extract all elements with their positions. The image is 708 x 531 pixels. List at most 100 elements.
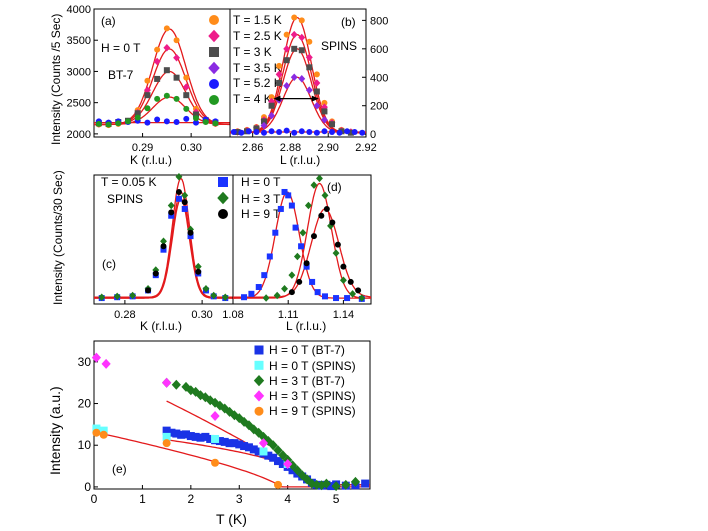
legend-marker: [209, 95, 219, 105]
data-point: [143, 86, 151, 94]
data-point: [162, 432, 171, 441]
data-point: [183, 115, 190, 122]
data-point: [298, 243, 305, 250]
x-tick-label: 2.90: [318, 142, 339, 154]
annotation-instrument-b: SPINS: [321, 39, 357, 53]
data-point: [238, 129, 245, 136]
data-point: [277, 205, 284, 212]
legend-b-item: T = 3.5 K: [233, 61, 282, 75]
data-point: [288, 289, 295, 296]
legend-marker: [208, 29, 220, 43]
data-point: [307, 478, 317, 489]
data-point: [313, 129, 320, 136]
data-point: [254, 447, 263, 456]
data-point: [163, 118, 170, 125]
data-point: [248, 290, 255, 297]
data-point: [173, 74, 180, 81]
data-point: [298, 17, 305, 24]
data-point: [268, 102, 275, 109]
data-point: [341, 479, 351, 490]
data-point: [191, 432, 200, 441]
data-point: [152, 270, 159, 277]
legend-b-item: T = 4 K: [233, 92, 272, 106]
y-tick-label: 3000: [67, 66, 91, 78]
data-point: [171, 379, 181, 390]
data-point: [313, 79, 321, 87]
legend-e-item: H = 9 T (SPINS): [269, 404, 356, 418]
data-point: [333, 295, 340, 302]
y-tick-label: 2500: [67, 98, 91, 110]
data-point: [283, 31, 290, 38]
data-point: [261, 129, 267, 136]
fit-curve: [233, 208, 372, 298]
data-point: [193, 115, 199, 122]
data-point: [258, 438, 269, 449]
data-point: [249, 445, 258, 454]
data-point: [175, 172, 183, 181]
annotation-temp-c: T = 0.05 K: [101, 175, 156, 189]
annotation-instrument-c: SPINS: [107, 192, 143, 206]
legend-d-item: H = 0 T: [241, 175, 281, 189]
data-point: [193, 119, 199, 126]
data-point: [316, 174, 323, 183]
x-tick-label: 0.28: [114, 309, 135, 321]
data-point: [163, 92, 170, 99]
data-point: [183, 74, 190, 81]
data-point: [201, 432, 210, 441]
legend-marker: [217, 191, 229, 205]
data-point: [310, 181, 318, 189]
y-tick-label: 30: [78, 355, 92, 369]
data-point: [281, 284, 288, 293]
data-point: [210, 291, 218, 300]
legend-marker: [218, 177, 228, 187]
data-point: [331, 481, 341, 492]
x-tick-label: 0.29: [132, 142, 153, 154]
legend-marker: [208, 61, 220, 75]
data-point: [274, 457, 282, 466]
data-point: [220, 437, 229, 446]
legend-b-item: T = 2.5 K: [233, 29, 282, 43]
data-point: [163, 25, 170, 32]
panel-label-b: (b): [341, 15, 356, 29]
data-point: [274, 480, 282, 489]
data-point: [266, 253, 273, 260]
data-point: [115, 120, 122, 127]
data-point: [291, 14, 298, 21]
data-point: [359, 129, 366, 136]
data-point: [272, 229, 279, 236]
data-point: [268, 440, 278, 451]
legend-marker: [254, 406, 264, 416]
data-point: [129, 291, 137, 300]
x-tick-label: 2.92: [355, 142, 376, 154]
y-tick-label: 400: [370, 72, 388, 84]
data-point: [355, 287, 362, 294]
arrow-head: [273, 95, 281, 102]
y-tick-label: 4000: [67, 4, 91, 16]
data-point: [273, 291, 281, 300]
arrow-head: [311, 95, 319, 102]
plot-frame-d: [232, 174, 372, 305]
data-point: [144, 77, 151, 84]
data-point: [332, 249, 340, 257]
fit-curve: [233, 182, 371, 299]
data-point: [268, 128, 275, 135]
x-tick-label: 3: [236, 492, 243, 506]
data-point: [183, 105, 190, 112]
x-tick-label: 2.86: [242, 142, 263, 154]
data-point: [160, 243, 167, 250]
data-point: [144, 119, 151, 126]
ylabel-mid: Intensity (Counts/30 Sec): [51, 170, 65, 305]
y-tick-label: 3500: [67, 35, 91, 47]
data-point: [329, 121, 335, 128]
x-tick-label: 2: [187, 492, 194, 506]
data-point: [182, 83, 190, 91]
data-point: [177, 430, 186, 439]
data-point: [172, 429, 181, 438]
data-point: [253, 125, 260, 132]
data-point: [230, 129, 237, 136]
data-point: [347, 129, 354, 136]
data-point: [313, 101, 321, 110]
data-point: [211, 434, 220, 443]
data-point: [321, 478, 332, 489]
data-point: [304, 201, 312, 210]
